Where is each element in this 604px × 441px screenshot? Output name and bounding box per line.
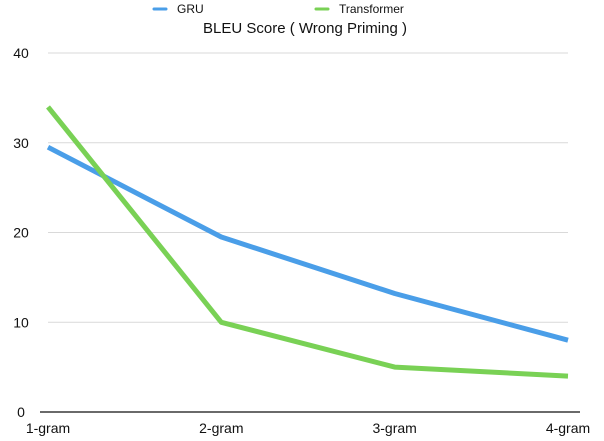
legend-label: Transformer bbox=[339, 2, 404, 16]
legend-label: GRU bbox=[177, 2, 204, 16]
gridlines bbox=[48, 52, 568, 323]
y-tick-label: 40 bbox=[13, 45, 29, 61]
axes: 0 10 20 30 40 1-gram 2-gram 3-gram 4-gram bbox=[13, 45, 590, 436]
series-line-transformer bbox=[46, 105, 569, 379]
y-tick-label: 0 bbox=[17, 404, 25, 420]
x-tick-label: 2-gram bbox=[199, 420, 243, 436]
legend-item: Transformer bbox=[314, 2, 404, 16]
y-tick-label: 30 bbox=[13, 135, 29, 151]
x-tick-label: 4-gram bbox=[546, 420, 590, 436]
x-tick-label: 3-gram bbox=[372, 420, 416, 436]
legend: GRU Transformer bbox=[152, 2, 404, 16]
series-line-gru bbox=[46, 144, 569, 343]
y-tick-label: 20 bbox=[13, 225, 29, 241]
legend-item: GRU bbox=[152, 2, 204, 16]
series-lines bbox=[46, 105, 569, 379]
x-tick-label: 1-gram bbox=[26, 420, 70, 436]
y-tick-label: 10 bbox=[13, 314, 29, 330]
chart-title: BLEU Score ( Wrong Priming ) bbox=[203, 20, 407, 37]
